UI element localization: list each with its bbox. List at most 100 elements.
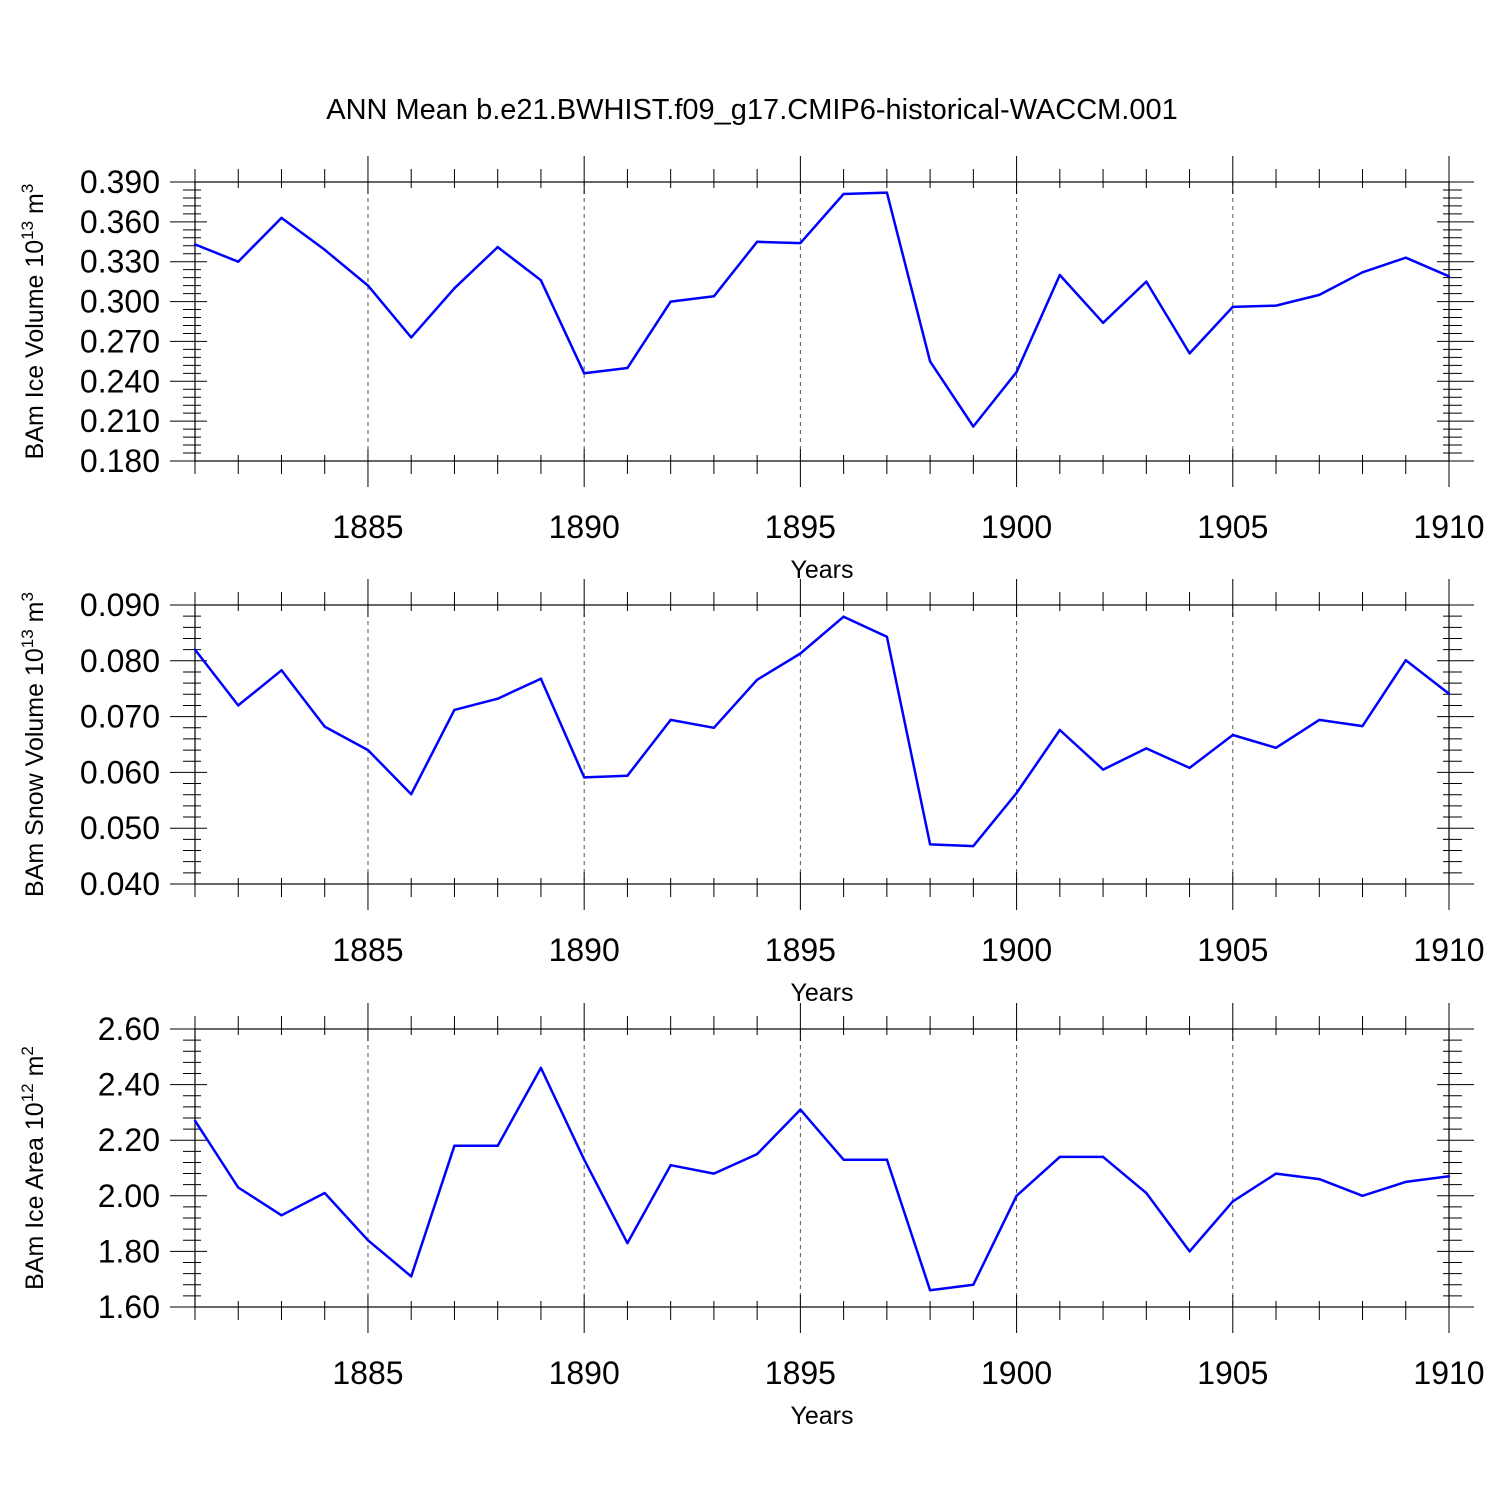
data-point: [193, 243, 197, 246]
data-point: [1447, 275, 1451, 278]
x-axis-title: Years: [790, 1402, 853, 1430]
data-point: [1101, 321, 1105, 325]
data-point: [453, 1144, 456, 1147]
data-point: [1361, 1194, 1364, 1198]
y-axis-title-base: BAm Ice Volume 10: [21, 240, 49, 460]
x-tick-label: 1900: [981, 1355, 1052, 1391]
data-point: [582, 776, 586, 779]
data-point: [496, 1144, 499, 1147]
x-tick-label: 1900: [981, 932, 1052, 968]
x-tick-label: 1895: [765, 932, 836, 968]
data-point: [1058, 728, 1062, 732]
x-tick-label: 1905: [1197, 1355, 1268, 1391]
data-point: [1447, 692, 1451, 695]
data-point: [972, 1283, 975, 1286]
data-point: [669, 718, 672, 722]
data-point: [712, 1172, 716, 1175]
y-tick-label: 0.270: [80, 323, 160, 359]
plot-frame: [194, 181, 1450, 462]
y-tick-label: 0.390: [80, 164, 160, 200]
data-point: [1015, 791, 1018, 795]
data-point: [366, 748, 370, 752]
data-point: [1231, 1200, 1234, 1203]
data-point: [626, 366, 629, 370]
data-point: [1058, 273, 1062, 277]
x-axis-title: Years: [790, 556, 853, 584]
y-axis-title: BAm Ice Area 1012 m2: [18, 1046, 49, 1290]
y-tick-label: 0.080: [80, 643, 160, 679]
data-point: [582, 1158, 586, 1161]
y-tick-label: 2.00: [98, 1178, 160, 1214]
data-point: [1188, 352, 1191, 355]
data-point: [755, 240, 759, 243]
x-tick-label: 1895: [765, 1355, 836, 1391]
x-tick-label: 1910: [1413, 509, 1484, 545]
y-tick-label: 0.070: [80, 699, 160, 735]
data-point: [842, 1158, 845, 1161]
data-point: [237, 260, 240, 263]
y-tick-label: 1.80: [98, 1233, 160, 1269]
series-line: [194, 191, 1450, 428]
y-axis-title-unit: m: [21, 1056, 49, 1084]
y-tick-label: 0.180: [80, 443, 160, 479]
chart-panel-2: 0.040 0.050 0.060 0.070 0.080 0.090 1885 1890 18…: [18, 579, 1485, 1007]
data-point: [1318, 718, 1321, 722]
x-tick-label: 1885: [332, 1355, 403, 1391]
x-tick-label: 1885: [332, 509, 403, 545]
y-tick-label: 0.210: [80, 403, 160, 439]
data-point: [712, 295, 716, 298]
data-point: [1404, 659, 1407, 662]
data-point: [669, 1164, 672, 1167]
data-point: [453, 708, 456, 712]
data-point: [1231, 733, 1234, 737]
data-point: [799, 1108, 802, 1111]
data-point: [1145, 747, 1148, 750]
data-point: [366, 284, 370, 287]
y-axis-title-unit: m: [21, 193, 49, 221]
data-point: [280, 669, 283, 672]
data-point: [366, 1239, 370, 1242]
data-point: [1274, 1172, 1278, 1175]
data-point: [582, 372, 586, 375]
y-axis-title-unit: m: [21, 602, 49, 630]
figure-title: ANN Mean b.e21.BWHIST.f09_g17.CMIP6-hist…: [326, 94, 1178, 126]
data-point: [1145, 1191, 1148, 1195]
y-tick-label: 0.090: [80, 587, 160, 623]
data-point: [928, 360, 932, 363]
y-tick-label: 0.060: [80, 754, 160, 790]
data-point: [1318, 293, 1321, 297]
data-point: [1101, 1155, 1105, 1159]
y-axis-title-exp: 13: [18, 221, 37, 240]
data-point: [539, 677, 543, 680]
y-tick-label: 2.20: [98, 1122, 160, 1158]
y-tick-label: 0.300: [80, 284, 160, 320]
y-axis-title-unit-exp: 3: [18, 184, 37, 193]
data-point: [972, 844, 975, 848]
x-tick-label: 1910: [1413, 932, 1484, 968]
x-tick-label: 1910: [1413, 1355, 1484, 1391]
y-tick-label: 0.330: [80, 244, 160, 280]
data-point: [928, 843, 932, 846]
data-point: [1404, 1180, 1407, 1184]
data-point: [1058, 1155, 1062, 1159]
data-point: [1145, 280, 1148, 283]
data-point: [1361, 271, 1364, 274]
x-tick-label: 1900: [981, 509, 1052, 545]
data-point: [712, 726, 716, 729]
data-point: [972, 425, 975, 428]
data-point: [928, 1289, 932, 1292]
y-tick-label: 0.040: [80, 866, 160, 902]
x-tick-label: 1905: [1197, 932, 1268, 968]
data-point: [842, 192, 845, 196]
y-tick-label: 0.050: [80, 810, 160, 846]
data-point: [410, 1275, 413, 1278]
x-tick-label: 1895: [765, 509, 836, 545]
data-point: [539, 1066, 543, 1070]
data-point: [410, 336, 413, 339]
y-tick-label: 0.360: [80, 204, 160, 240]
x-tick-label: 1890: [549, 509, 620, 545]
data-point: [323, 248, 326, 251]
y-axis-title-exp: 13: [18, 629, 37, 648]
data-point: [193, 1119, 197, 1122]
y-tick-label: 1.60: [98, 1289, 160, 1325]
